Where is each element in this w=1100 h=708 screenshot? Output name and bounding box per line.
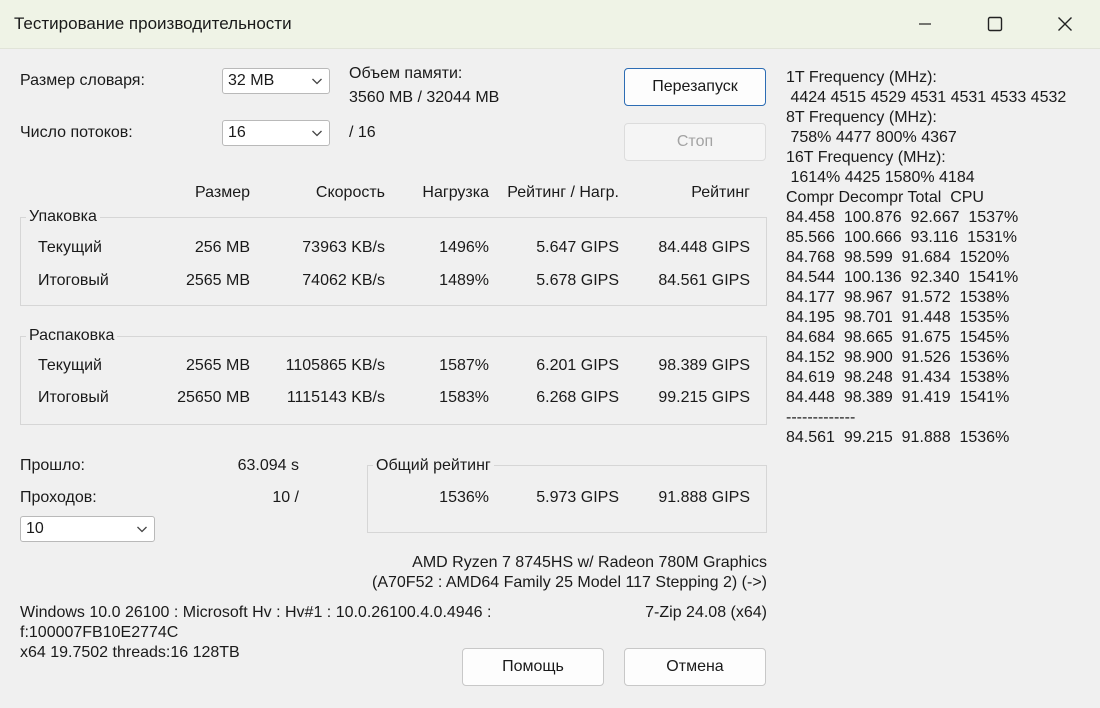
minimize-icon (919, 23, 931, 25)
sysinfo-line3: x64 19.7502 threads:16 128TB (20, 644, 240, 661)
chevron-down-icon (137, 526, 147, 533)
compress-current-size: 256 MB (194, 239, 250, 256)
decompress-current-label: Текущий (38, 357, 102, 374)
col-speed-header: Скорость (315, 184, 385, 201)
compress-total-rating-load: 5.678 GIPS (536, 272, 619, 289)
decompress-total-speed: 1115143 KB/s (286, 389, 385, 406)
passes-select[interactable]: 10 (20, 516, 155, 542)
restart-button[interactable]: Перезапуск (624, 68, 766, 106)
threads-label: Число потоков: (20, 124, 133, 141)
compress-total-size: 2565 MB (185, 272, 250, 289)
log-line: 84.448 98.389 91.419 1541% (786, 389, 1010, 406)
compress-group-title: Упаковка (26, 208, 100, 226)
decompress-total-load: 1583% (439, 389, 489, 406)
col-rating-load-header: Рейтинг / Нагр. (507, 184, 619, 201)
restart-button-label: Перезапуск (652, 78, 738, 95)
passes-select-value: 10 (26, 520, 44, 537)
log-line: 758% 4477 800% 4367 (786, 129, 957, 146)
passes-label: Проходов: (20, 489, 97, 506)
compress-total-load: 1489% (439, 272, 489, 289)
overall-rating-load: 5.973 GIPS (536, 489, 619, 506)
decompress-total-rating-load: 6.268 GIPS (536, 389, 619, 406)
decompress-group (20, 336, 767, 425)
decompress-current-rating: 98.389 GIPS (658, 357, 750, 374)
chevron-down-icon (312, 78, 322, 85)
compress-current-load: 1496% (439, 239, 489, 256)
cpu-name: AMD Ryzen 7 8745HS w/ Radeon 780M Graphi… (412, 554, 767, 571)
col-rating-header: Рейтинг (691, 184, 750, 201)
help-button[interactable]: Помощь (462, 648, 604, 686)
elapsed-value: 63.094 s (237, 457, 299, 474)
memory-label: Объем памяти: (349, 65, 463, 82)
log-line: 1614% 4425 1580% 4184 (786, 169, 975, 186)
log-line: ------------- (786, 409, 856, 426)
compress-current-label: Текущий (38, 239, 102, 256)
decompress-current-size: 2565 MB (185, 357, 250, 374)
overall-group-title: Общий рейтинг (373, 457, 494, 475)
log-line: 84.561 99.215 91.888 1536% (786, 429, 1010, 446)
log-line: Compr Decompr Total CPU (786, 189, 984, 206)
sysinfo-line1: Windows 10.0 26100 : Microsoft Hv : Hv#1… (20, 604, 492, 621)
log-line: 16T Frequency (MHz): (786, 149, 946, 166)
overall-load: 1536% (439, 489, 489, 506)
decompress-current-load: 1587% (439, 357, 489, 374)
log-line: 84.152 98.900 91.526 1536% (786, 349, 1010, 366)
decompress-total-label: Итоговый (38, 389, 109, 406)
log-line: 85.566 100.666 93.116 1531% (786, 229, 1018, 246)
threads-value: 16 (228, 124, 246, 141)
window-title: Тестирование производительности (14, 14, 292, 33)
log-line: 84.544 100.136 92.340 1541% (786, 269, 1019, 286)
close-button[interactable] (1030, 0, 1100, 48)
version-label: 7-Zip 24.08 (x64) (645, 604, 767, 621)
compress-total-label: Итоговый (38, 272, 109, 289)
dict-size-label: Размер словаря: (20, 72, 145, 89)
cpu-details[interactable]: (A70F52 : AMD64 Family 25 Model 117 Step… (372, 574, 767, 591)
col-load-header: Нагрузка (422, 184, 489, 201)
compress-total-rating: 84.561 GIPS (658, 272, 750, 289)
overall-rating: 91.888 GIPS (658, 489, 750, 506)
cancel-button-label: Отмена (666, 658, 724, 675)
compress-group (20, 217, 767, 306)
log-line: 84.619 98.248 91.434 1538% (786, 369, 1010, 386)
log-line: 84.177 98.967 91.572 1538% (786, 289, 1010, 306)
chevron-down-icon (312, 130, 322, 137)
threads-max: / 16 (349, 124, 376, 141)
log-line: 84.195 98.701 91.448 1535% (786, 309, 1010, 326)
log-line: 84.768 98.599 91.684 1520% (786, 249, 1010, 266)
decompress-current-rating-load: 6.201 GIPS (536, 357, 619, 374)
threads-select[interactable]: 16 (222, 120, 330, 146)
sysinfo-line2: f:100007FB10E2774C (20, 624, 179, 641)
cancel-button[interactable]: Отмена (624, 648, 766, 686)
stop-button-label: Стоп (676, 133, 714, 150)
log-line: 84.458 100.876 92.667 1537% (786, 209, 1019, 226)
title-bar: Тестирование производительности (0, 0, 1100, 49)
decompress-total-rating: 99.215 GIPS (658, 389, 750, 406)
overall-group (367, 465, 767, 533)
help-button-label: Помощь (502, 658, 564, 675)
close-icon (1058, 17, 1072, 31)
memory-value: 3560 MB / 32044 MB (349, 89, 500, 106)
log-line: 8T Frequency (MHz): (786, 109, 937, 126)
decompress-group-title: Распаковка (26, 327, 118, 345)
dict-size-select[interactable]: 32 MB (222, 68, 330, 94)
minimize-button[interactable] (890, 0, 960, 48)
col-size-header: Размер (195, 184, 250, 201)
log-line: 4424 4515 4529 4531 4531 4533 4532 (786, 89, 1067, 106)
log-line: 84.684 98.665 91.675 1545% (786, 329, 1010, 346)
decompress-total-size: 25650 MB (177, 389, 250, 406)
compress-total-speed: 74062 KB/s (302, 272, 385, 289)
maximize-button[interactable] (960, 0, 1030, 48)
elapsed-label: Прошло: (20, 457, 85, 474)
stop-button[interactable]: Стоп (624, 123, 766, 161)
dict-size-value: 32 MB (228, 72, 275, 89)
compress-current-speed: 73963 KB/s (302, 239, 385, 256)
maximize-icon (987, 16, 1003, 32)
log-line: 1T Frequency (MHz): (786, 69, 937, 86)
compress-current-rating-load: 5.647 GIPS (536, 239, 619, 256)
passes-value: 10 / (272, 489, 299, 506)
decompress-current-speed: 1105865 KB/s (285, 357, 385, 374)
compress-current-rating: 84.448 GIPS (658, 239, 750, 256)
